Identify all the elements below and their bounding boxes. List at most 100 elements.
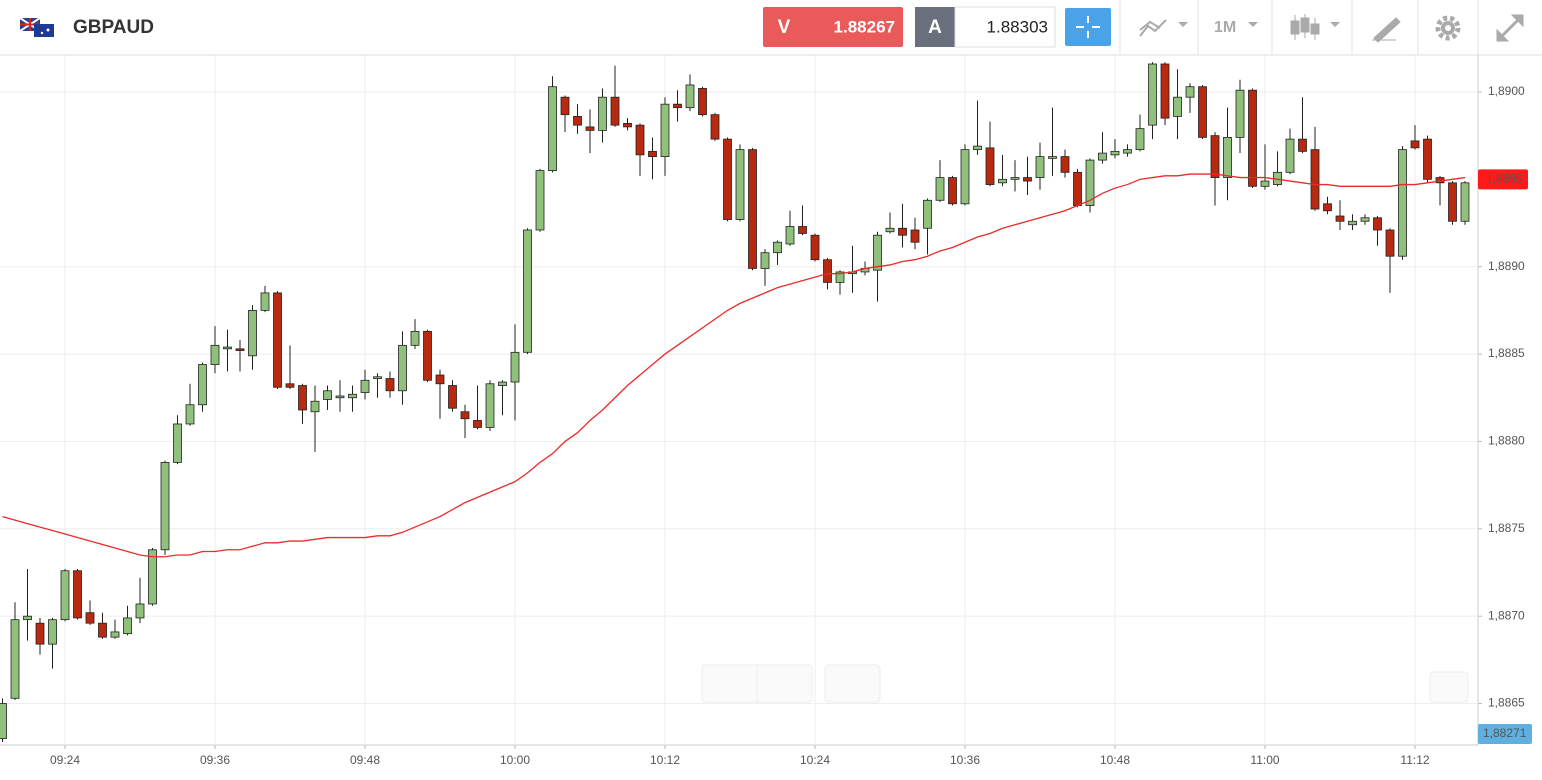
candle-body bbox=[110, 631, 120, 638]
symbol: GBPAUD bbox=[73, 17, 154, 38]
candle-body bbox=[473, 420, 482, 428]
candle-body bbox=[498, 381, 507, 386]
candle-body bbox=[598, 96, 607, 131]
candle-body bbox=[785, 226, 795, 245]
candle-body bbox=[935, 177, 945, 201]
candle-body bbox=[773, 241, 782, 254]
candle-body bbox=[135, 603, 145, 619]
candle-body bbox=[1085, 159, 1095, 206]
toolbar: GBPAUD V 1.88267 A 1.88303 1M bbox=[0, 0, 1542, 56]
candle-body bbox=[998, 178, 1007, 184]
candle-body bbox=[1173, 96, 1182, 117]
candle-body bbox=[710, 114, 720, 140]
candles-icon[interactable] bbox=[1290, 14, 1320, 40]
candle-body bbox=[1448, 182, 1457, 222]
candle-body bbox=[1060, 156, 1070, 173]
candle-body bbox=[35, 622, 45, 645]
settings-icon[interactable] bbox=[1435, 15, 1461, 41]
candle-body bbox=[123, 617, 132, 635]
candle-body bbox=[973, 145, 982, 151]
candle-body bbox=[1360, 217, 1370, 222]
plot-area: 1,8865 1,8870 1,8875 1,8880 1,8885 1,8890 1,89… bbox=[0, 55, 1532, 767]
y-tick-label: 1,8890 bbox=[1488, 259, 1525, 273]
caret bbox=[1248, 22, 1258, 27]
toolbar-separators bbox=[1119, 0, 1479, 55]
timeframe[interactable]: 1M bbox=[1214, 19, 1236, 36]
crosshair-icon bbox=[1076, 16, 1100, 38]
candle-body bbox=[385, 378, 395, 392]
price-tag bbox=[1478, 169, 1528, 190]
candle-body bbox=[1098, 152, 1107, 161]
nav-button[interactable] bbox=[824, 664, 881, 703]
candle-body bbox=[985, 147, 995, 185]
candle-body bbox=[823, 259, 832, 283]
candle-body bbox=[1385, 229, 1395, 257]
candle-body bbox=[1373, 217, 1382, 231]
last-price-tag bbox=[1478, 724, 1532, 744]
last-price-label: 1,88271 bbox=[1483, 726, 1527, 740]
candle-body bbox=[548, 86, 557, 171]
candle-body bbox=[1460, 182, 1470, 222]
candle-body bbox=[185, 404, 195, 425]
candle-body bbox=[148, 549, 157, 605]
candle-body bbox=[348, 393, 357, 399]
candle-body bbox=[510, 351, 520, 383]
sell-label: V bbox=[778, 17, 791, 38]
candle-body bbox=[1235, 89, 1245, 138]
candle-body bbox=[73, 570, 82, 619]
candle-body bbox=[1423, 138, 1432, 180]
x-tick-label: 09:24 bbox=[50, 753, 80, 767]
nav-button[interactable] bbox=[1429, 671, 1469, 703]
x-tick-label: 11:00 bbox=[1250, 753, 1279, 767]
price-tag-label: 1,8895 bbox=[1486, 171, 1523, 185]
y-tick-label: 1,8865 bbox=[1488, 696, 1525, 710]
candle-body bbox=[60, 570, 70, 621]
candle-body bbox=[398, 344, 407, 392]
candle-body bbox=[260, 292, 270, 311]
y-tick-label: 1,8875 bbox=[1488, 521, 1525, 535]
candle-body bbox=[1023, 177, 1032, 182]
y-tick-label: 1,8900 bbox=[1488, 84, 1525, 98]
candle-body bbox=[1073, 171, 1082, 206]
candle-body bbox=[1048, 156, 1057, 159]
candle-body bbox=[585, 126, 595, 131]
buy-label-box[interactable] bbox=[915, 7, 955, 47]
candle-body bbox=[885, 227, 895, 233]
candle-body bbox=[98, 622, 107, 638]
candle-body bbox=[1198, 86, 1207, 138]
candle-body bbox=[698, 88, 707, 116]
candle-body bbox=[1398, 149, 1407, 257]
candle-body bbox=[335, 395, 345, 399]
draw-icon[interactable] bbox=[1372, 17, 1401, 43]
caret bbox=[1178, 22, 1188, 27]
candle-body bbox=[1285, 138, 1295, 173]
candle-body bbox=[485, 383, 495, 428]
candle-body bbox=[23, 615, 32, 621]
chart-type-icon[interactable] bbox=[1139, 19, 1167, 37]
candle-body bbox=[923, 199, 932, 229]
candle-body bbox=[373, 376, 382, 379]
candle-body bbox=[810, 234, 820, 261]
candle-body bbox=[1310, 149, 1320, 210]
candle-body bbox=[610, 96, 620, 126]
candle-body bbox=[235, 348, 245, 351]
crosshair-button[interactable] bbox=[1065, 8, 1111, 46]
candle-body bbox=[1210, 135, 1220, 178]
candle-body bbox=[660, 103, 670, 158]
buy-button[interactable] bbox=[954, 6, 1056, 48]
candle-body bbox=[298, 385, 307, 411]
candle-body bbox=[248, 309, 257, 357]
candle-body bbox=[560, 96, 570, 116]
candle-body bbox=[310, 400, 320, 413]
sell-button[interactable] bbox=[763, 7, 903, 47]
candle-body bbox=[835, 271, 845, 283]
candle-body bbox=[748, 149, 757, 269]
expand-icon[interactable] bbox=[1496, 14, 1524, 42]
candle-body bbox=[1260, 180, 1270, 187]
candle-body bbox=[323, 390, 332, 400]
candle-body bbox=[1035, 156, 1045, 178]
candle-body bbox=[623, 123, 632, 128]
candle-body bbox=[1148, 63, 1157, 126]
